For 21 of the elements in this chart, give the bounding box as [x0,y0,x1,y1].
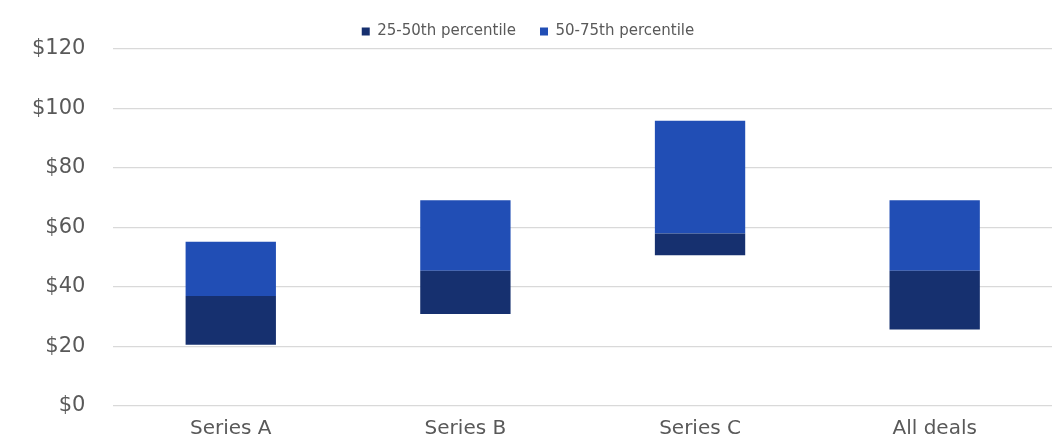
bar [185,241,276,296]
y-tick-label: $120 [31,35,86,60]
y-tick-label: $40 [45,273,86,298]
legend-label: 50-75th percentile [555,21,695,40]
y-tick-label: $20 [45,332,86,357]
bar [654,233,746,256]
x-tick-label: Series C [659,415,741,440]
x-tick-label: All deals [892,415,977,440]
bar [185,295,276,345]
x-tick-label: Series A [189,415,272,440]
y-tick-label: $100 [31,94,86,119]
x-tick-label: Series B [424,415,507,440]
bar [889,200,980,271]
bar [420,270,511,315]
y-tick-label: $60 [45,213,86,238]
y-tick-label: $80 [45,154,86,179]
legend-label: 25-50th percentile [377,21,517,40]
bar [420,200,511,271]
bar [889,270,980,330]
y-tick-label: $0 [58,392,86,417]
bar [654,120,746,234]
